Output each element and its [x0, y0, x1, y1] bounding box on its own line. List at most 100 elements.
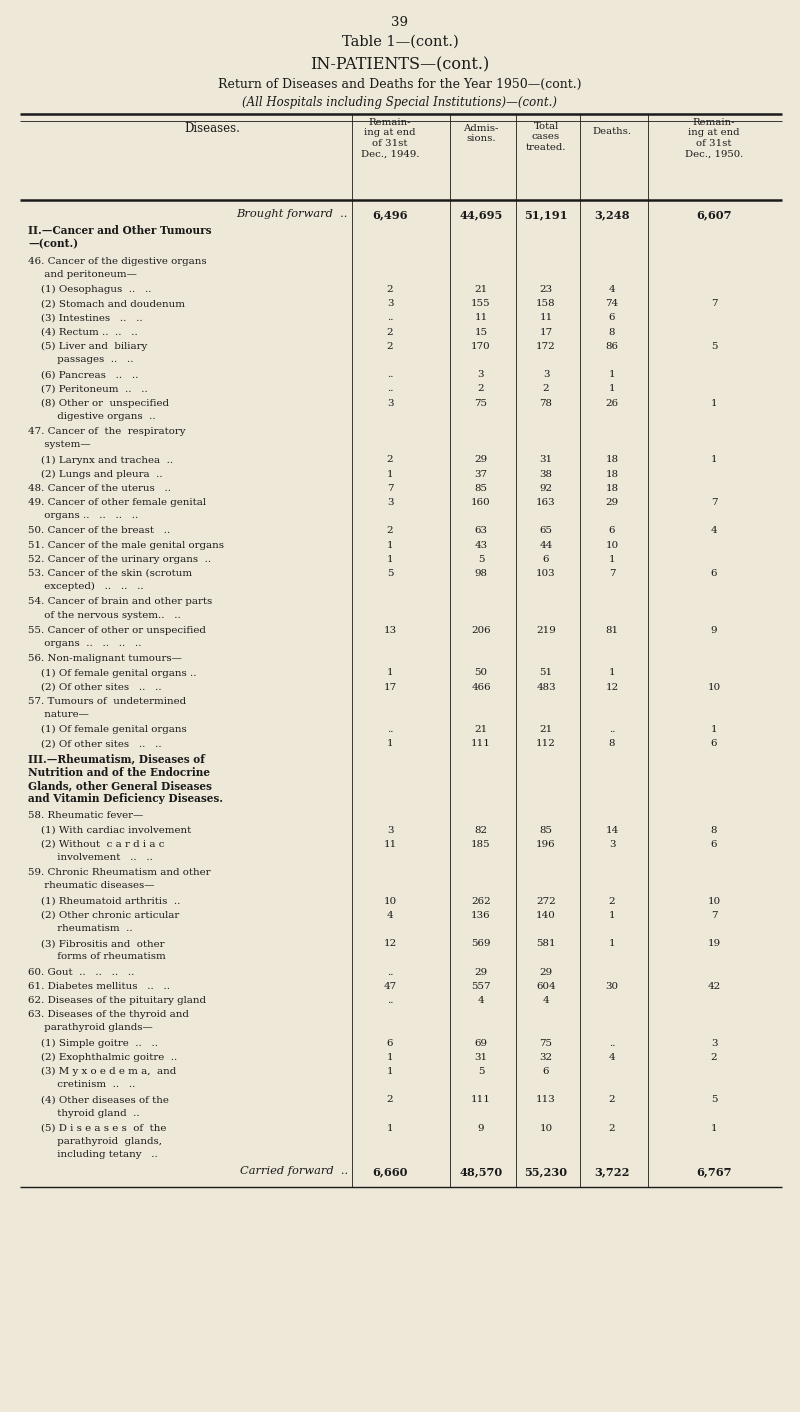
Text: 1: 1: [609, 939, 615, 949]
Text: 1: 1: [386, 541, 394, 549]
Text: 2: 2: [386, 527, 394, 535]
Text: 6,607: 6,607: [696, 209, 732, 220]
Text: 29: 29: [606, 498, 618, 507]
Text: 57. Tumours of  undetermined: 57. Tumours of undetermined: [28, 696, 186, 706]
Text: involvement   ..   ..: involvement .. ..: [28, 853, 153, 861]
Text: (4) Rectum ..  ..   ..: (4) Rectum .. .. ..: [28, 328, 138, 336]
Text: Return of Diseases and Deaths for the Year 1950—(cont.): Return of Diseases and Deaths for the Ye…: [218, 78, 582, 90]
Text: 8: 8: [710, 826, 718, 834]
Text: 1: 1: [609, 555, 615, 563]
Text: Table 1—(cont.): Table 1—(cont.): [342, 35, 458, 49]
Text: 2: 2: [386, 456, 394, 465]
Text: organs ..   ..   ..   ..: organs .. .. .. ..: [28, 511, 138, 520]
Text: II.—Cancer and Other Tumours: II.—Cancer and Other Tumours: [28, 225, 211, 236]
Text: 43: 43: [474, 541, 487, 549]
Text: ..: ..: [386, 726, 394, 734]
Text: (2) Stomach and doudenum: (2) Stomach and doudenum: [28, 299, 185, 308]
Text: 10: 10: [606, 541, 618, 549]
Text: 2: 2: [386, 342, 394, 350]
Text: 1: 1: [386, 555, 394, 563]
Text: 7: 7: [710, 299, 718, 308]
Text: 9: 9: [478, 1124, 484, 1132]
Text: 1: 1: [710, 1124, 718, 1132]
Text: 39: 39: [391, 16, 409, 30]
Text: 1: 1: [386, 1067, 394, 1076]
Text: (1) Larynx and trachea  ..: (1) Larynx and trachea ..: [28, 456, 173, 465]
Text: 75: 75: [539, 1039, 553, 1048]
Text: 5: 5: [478, 555, 484, 563]
Text: 10: 10: [707, 682, 721, 692]
Text: 604: 604: [536, 981, 556, 991]
Text: Total
cases
treated.: Total cases treated.: [526, 121, 566, 152]
Text: 2: 2: [386, 1096, 394, 1104]
Text: 17: 17: [539, 328, 553, 336]
Text: 54. Cancer of brain and other parts: 54. Cancer of brain and other parts: [28, 597, 212, 606]
Text: 29: 29: [474, 456, 487, 465]
Text: (2) Of other sites   ..   ..: (2) Of other sites .. ..: [28, 682, 162, 692]
Text: 2: 2: [609, 897, 615, 905]
Text: 172: 172: [536, 342, 556, 350]
Text: 272: 272: [536, 897, 556, 905]
Text: 51: 51: [539, 668, 553, 678]
Text: ..: ..: [609, 1039, 615, 1048]
Text: 6,660: 6,660: [372, 1166, 408, 1178]
Text: 18: 18: [606, 484, 618, 493]
Text: 136: 136: [471, 911, 491, 919]
Text: ..: ..: [386, 313, 394, 322]
Text: 13: 13: [383, 626, 397, 635]
Text: 21: 21: [474, 285, 488, 294]
Text: 21: 21: [539, 726, 553, 734]
Text: 1: 1: [609, 911, 615, 919]
Text: 2: 2: [478, 384, 484, 394]
Text: (2) Lungs and pleura  ..: (2) Lungs and pleura ..: [28, 470, 162, 479]
Text: 1: 1: [710, 398, 718, 408]
Text: 46. Cancer of the digestive organs: 46. Cancer of the digestive organs: [28, 257, 206, 265]
Text: 262: 262: [471, 897, 491, 905]
Text: 1: 1: [710, 726, 718, 734]
Text: (1) With cardiac involvement: (1) With cardiac involvement: [28, 826, 191, 834]
Text: Brought forward  ..: Brought forward ..: [237, 209, 348, 219]
Text: 3: 3: [710, 1039, 718, 1048]
Text: 65: 65: [539, 527, 553, 535]
Text: 81: 81: [606, 626, 618, 635]
Text: including tetany   ..: including tetany ..: [28, 1151, 158, 1159]
Text: 483: 483: [536, 682, 556, 692]
Text: 44,695: 44,695: [459, 209, 502, 220]
Text: 5: 5: [710, 1096, 718, 1104]
Text: 42: 42: [707, 981, 721, 991]
Text: 160: 160: [471, 498, 491, 507]
Text: 51. Cancer of the male genital organs: 51. Cancer of the male genital organs: [28, 541, 224, 549]
Text: 3,248: 3,248: [594, 209, 630, 220]
Text: 63: 63: [474, 527, 487, 535]
Text: (All Hospitals including Special Institutions)—(cont.): (All Hospitals including Special Institu…: [242, 96, 558, 109]
Text: (2) Without  c a r d i a c: (2) Without c a r d i a c: [28, 840, 165, 849]
Text: 1: 1: [386, 1124, 394, 1132]
Text: 85: 85: [474, 484, 487, 493]
Text: 103: 103: [536, 569, 556, 578]
Text: ..: ..: [386, 370, 394, 380]
Text: ..: ..: [609, 726, 615, 734]
Text: (8) Other or  unspecified: (8) Other or unspecified: [28, 398, 169, 408]
Text: IN-PATIENTS—(cont.): IN-PATIENTS—(cont.): [310, 56, 490, 73]
Text: 219: 219: [536, 626, 556, 635]
Text: 18: 18: [606, 456, 618, 465]
Text: 6: 6: [542, 1067, 550, 1076]
Text: 12: 12: [383, 939, 397, 949]
Text: 4: 4: [386, 911, 394, 919]
Text: 2: 2: [386, 285, 394, 294]
Text: (2) Of other sites   ..   ..: (2) Of other sites .. ..: [28, 740, 162, 748]
Text: thyroid gland  ..: thyroid gland ..: [28, 1108, 140, 1118]
Text: ..: ..: [386, 995, 394, 1005]
Text: 85: 85: [539, 826, 553, 834]
Text: Deaths.: Deaths.: [593, 127, 631, 136]
Text: 113: 113: [536, 1096, 556, 1104]
Text: 78: 78: [539, 398, 553, 408]
Text: 6: 6: [710, 840, 718, 849]
Text: 10: 10: [539, 1124, 553, 1132]
Text: 49. Cancer of other female genital: 49. Cancer of other female genital: [28, 498, 206, 507]
Text: 196: 196: [536, 840, 556, 849]
Text: (2) Other chronic articular: (2) Other chronic articular: [28, 911, 179, 919]
Text: 19: 19: [707, 939, 721, 949]
Text: 3: 3: [542, 370, 550, 380]
Text: (7) Peritoneum  ..   ..: (7) Peritoneum .. ..: [28, 384, 148, 394]
